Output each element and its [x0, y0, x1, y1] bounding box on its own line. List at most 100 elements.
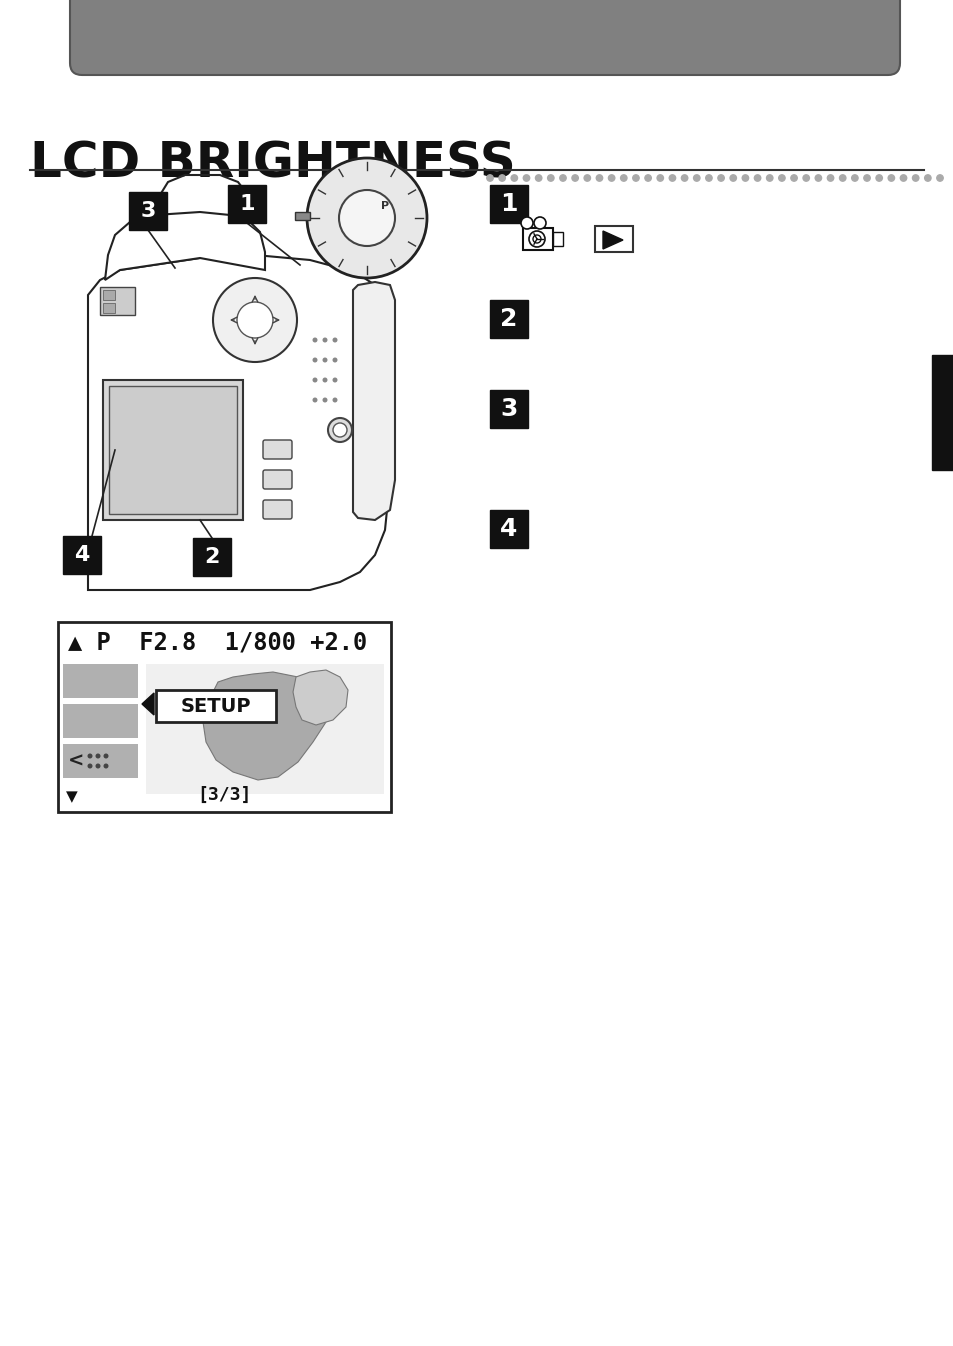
- Circle shape: [936, 175, 943, 182]
- Circle shape: [95, 754, 100, 759]
- Bar: [63, 664, 138, 699]
- FancyBboxPatch shape: [263, 440, 292, 459]
- Circle shape: [333, 358, 337, 362]
- Bar: [294, 213, 310, 219]
- Bar: [103, 289, 115, 300]
- Circle shape: [535, 175, 541, 182]
- Circle shape: [333, 397, 337, 402]
- Text: 2: 2: [204, 546, 219, 567]
- Circle shape: [313, 358, 317, 362]
- Circle shape: [705, 175, 711, 182]
- Circle shape: [596, 175, 602, 182]
- Circle shape: [322, 377, 327, 382]
- Bar: [63, 744, 138, 778]
- Circle shape: [862, 175, 869, 182]
- Text: [3/3]: [3/3]: [196, 786, 251, 804]
- Circle shape: [608, 175, 614, 182]
- Polygon shape: [293, 670, 348, 725]
- Circle shape: [547, 175, 554, 182]
- Bar: [490, 184, 527, 223]
- Circle shape: [333, 377, 337, 382]
- Bar: [103, 380, 243, 520]
- Circle shape: [741, 175, 748, 182]
- Bar: [595, 226, 633, 252]
- Circle shape: [875, 175, 882, 182]
- Bar: [156, 690, 275, 721]
- Circle shape: [236, 302, 273, 338]
- Bar: [129, 192, 167, 230]
- Bar: [103, 303, 115, 314]
- Circle shape: [900, 175, 905, 182]
- Circle shape: [322, 358, 327, 362]
- Circle shape: [529, 232, 544, 248]
- Circle shape: [95, 763, 100, 769]
- Bar: [490, 390, 527, 428]
- Circle shape: [583, 175, 590, 182]
- Circle shape: [765, 175, 772, 182]
- Text: 2: 2: [499, 307, 517, 331]
- Bar: [553, 232, 562, 246]
- Circle shape: [523, 175, 529, 182]
- Polygon shape: [88, 254, 390, 590]
- Circle shape: [486, 175, 493, 182]
- Bar: [100, 287, 135, 315]
- Polygon shape: [203, 672, 328, 779]
- Text: 4: 4: [499, 517, 517, 541]
- Circle shape: [887, 175, 894, 182]
- Circle shape: [338, 190, 395, 246]
- FancyBboxPatch shape: [70, 0, 899, 75]
- Circle shape: [313, 338, 317, 342]
- Bar: [522, 227, 553, 250]
- Circle shape: [534, 217, 545, 229]
- Circle shape: [333, 338, 337, 342]
- Circle shape: [657, 175, 662, 182]
- Circle shape: [911, 175, 918, 182]
- Circle shape: [632, 175, 639, 182]
- Text: LCD BRIGHTNESS: LCD BRIGHTNESS: [30, 140, 516, 188]
- Circle shape: [322, 397, 327, 402]
- Circle shape: [923, 175, 930, 182]
- Bar: [193, 538, 231, 576]
- Circle shape: [693, 175, 700, 182]
- Circle shape: [680, 175, 687, 182]
- Circle shape: [826, 175, 833, 182]
- FancyBboxPatch shape: [263, 470, 292, 489]
- Text: 3: 3: [140, 201, 155, 221]
- Circle shape: [307, 157, 427, 279]
- Text: 3: 3: [499, 397, 517, 421]
- Circle shape: [729, 175, 736, 182]
- Circle shape: [498, 175, 505, 182]
- Bar: [931, 355, 953, 470]
- Circle shape: [717, 175, 723, 182]
- Circle shape: [620, 175, 626, 182]
- Circle shape: [839, 175, 845, 182]
- Circle shape: [851, 175, 857, 182]
- Bar: [58, 622, 391, 812]
- Circle shape: [313, 377, 317, 382]
- Text: P: P: [380, 201, 389, 211]
- Circle shape: [322, 338, 327, 342]
- Circle shape: [778, 175, 784, 182]
- Circle shape: [88, 754, 92, 759]
- Text: 1: 1: [239, 194, 254, 214]
- Circle shape: [103, 754, 109, 759]
- Bar: [490, 510, 527, 548]
- FancyBboxPatch shape: [263, 499, 292, 520]
- Circle shape: [572, 175, 578, 182]
- Polygon shape: [602, 232, 622, 249]
- Bar: [109, 386, 236, 514]
- Circle shape: [313, 397, 317, 402]
- Circle shape: [333, 423, 347, 437]
- Circle shape: [754, 175, 760, 182]
- Bar: [63, 536, 101, 573]
- Circle shape: [88, 763, 92, 769]
- Circle shape: [511, 175, 517, 182]
- Circle shape: [213, 279, 296, 362]
- Circle shape: [802, 175, 808, 182]
- Bar: [146, 664, 384, 794]
- Circle shape: [533, 236, 540, 244]
- Circle shape: [644, 175, 651, 182]
- Polygon shape: [105, 213, 265, 280]
- Text: ▲ P  F2.8  1/800 +2.0: ▲ P F2.8 1/800 +2.0: [68, 630, 367, 654]
- Circle shape: [790, 175, 797, 182]
